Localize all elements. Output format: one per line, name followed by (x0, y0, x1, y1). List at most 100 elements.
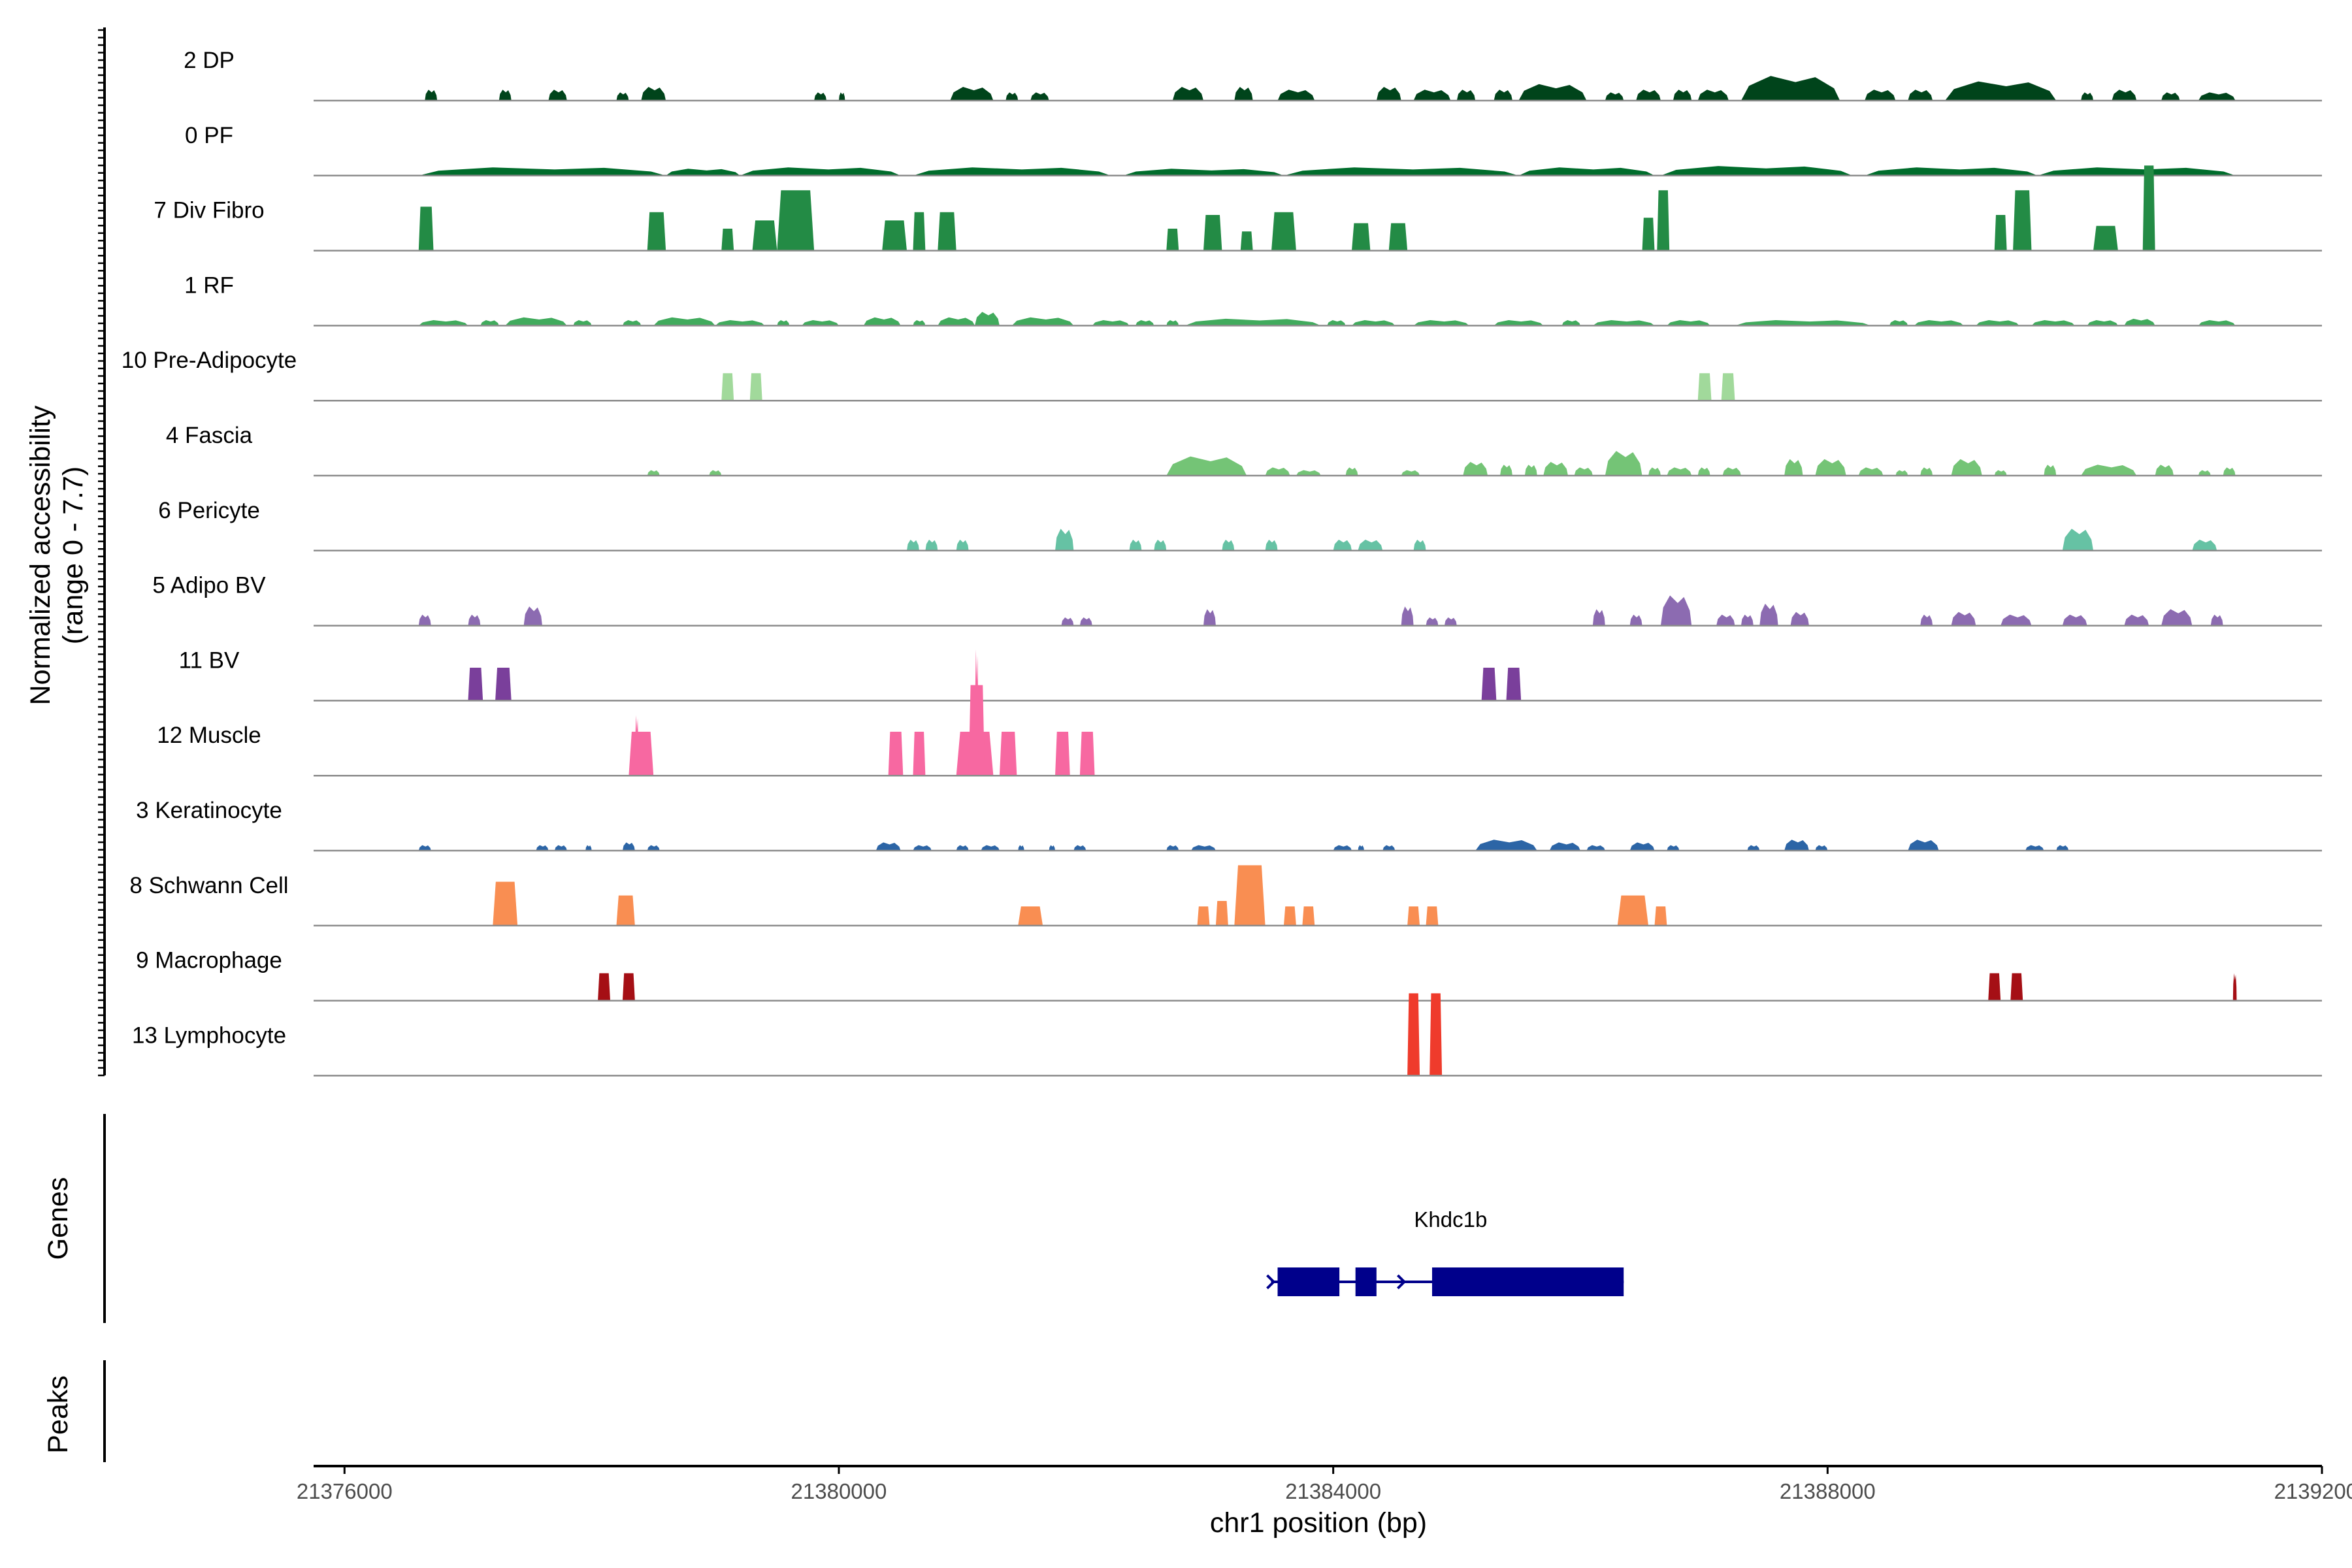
coverage-peak (1352, 320, 1396, 326)
coverage-peak (1283, 167, 1519, 176)
coverage-peak (1426, 906, 1439, 926)
coverage-peak (1920, 467, 1933, 476)
coverage-peak (1747, 845, 1760, 851)
coverage-peak (622, 973, 635, 1001)
coverage-peak (1302, 906, 1315, 926)
track-13-lymphocyte: 13 Lymphocyte (132, 993, 2322, 1077)
coverage-peak (1283, 906, 1296, 926)
coverage-peak (1191, 845, 1216, 851)
coverage-peak (1518, 84, 1587, 101)
coverage-peak (981, 845, 1000, 851)
coverage-peak (2161, 92, 2180, 101)
coverage-peak (1592, 320, 1655, 326)
coverage-peak (1592, 609, 1605, 626)
coverage-peak (1061, 617, 1074, 626)
coverage-peak (950, 87, 994, 101)
coverage-peak (1234, 87, 1253, 101)
coverage-peak (647, 212, 666, 251)
x-tick-label: 21388000 (1780, 1479, 1876, 1503)
coverage-peak (752, 220, 777, 251)
coverage-peak (715, 320, 765, 326)
track-label: 12 Muscle (157, 723, 261, 748)
coverage-peak (548, 90, 567, 101)
coverage-peak (418, 614, 431, 626)
coverage-peak (2013, 190, 2032, 251)
coverage-peak (1358, 540, 1383, 551)
coverage-peak (1265, 540, 1278, 551)
coverage-peak (1586, 845, 1605, 851)
genes-panel: Genes Khdc1b (42, 1114, 1624, 1323)
gene-label: Khdc1b (1414, 1207, 1487, 1232)
coverage-peak (2025, 845, 2044, 851)
coverage-peak (1388, 223, 1408, 251)
coverage-peak (1574, 467, 1593, 476)
track-label: 3 Keratinocyte (136, 798, 282, 823)
coverage-peak (2124, 614, 2149, 626)
coverage-peak (2161, 609, 2193, 626)
coverage-peak (1055, 732, 1070, 776)
coverage-peak (666, 169, 740, 176)
coverage-peak (1345, 467, 1358, 476)
coverage-peak (2198, 92, 2236, 101)
coverage-peak (1407, 993, 1420, 1076)
strand-arrow-icon (1397, 1274, 1407, 1290)
coverage-peak (1657, 190, 1670, 251)
coverage-peak (1629, 842, 1655, 851)
coverage-peak (622, 320, 642, 326)
coverage-peak (1673, 90, 1692, 101)
peaks-panel-label: Peaks (42, 1375, 74, 1454)
coverage-peak (573, 320, 592, 326)
coverage-peak (1172, 87, 1204, 101)
y-axis-title-line1: Normalized accessibility (25, 405, 56, 705)
coverage-peak (1994, 470, 2007, 476)
coverage-peak (498, 90, 512, 101)
coverage-peak (2155, 465, 2174, 476)
coverage-peak (418, 845, 431, 851)
coverage-peak (1735, 320, 1871, 326)
coverage-peak (1222, 540, 1235, 551)
y-axis (98, 27, 106, 1077)
coverage-peak (2062, 529, 2094, 551)
gene-model (1266, 1267, 1624, 1296)
coverage-peak (740, 167, 901, 176)
coverage-peak (1079, 732, 1095, 776)
coverage-peak (1976, 320, 2019, 326)
coverage-peak (814, 92, 827, 101)
coverage-peak (1667, 467, 1692, 476)
coverage-peak (1166, 845, 1179, 851)
coverage-peak (1945, 81, 2057, 101)
coverage-peak (1722, 467, 1741, 476)
coverage-peak (1865, 167, 2038, 176)
coverage-peak (1494, 320, 1544, 326)
coverage-peak (1401, 606, 1414, 626)
coverage-peak (468, 614, 481, 626)
coverage-peak (1895, 470, 1908, 476)
coverage-peak (913, 320, 926, 326)
coverage-peak (1475, 840, 1537, 851)
coverage-peak (1815, 845, 1828, 851)
coverage-peak (1648, 467, 1661, 476)
coverage-peak (1784, 459, 1803, 476)
gene-exon (1431, 1267, 1624, 1296)
x-axis: 21376000 21380000 21384000 21388000 21392000 (297, 1465, 2352, 1503)
coverage-peak (1203, 609, 1216, 626)
coverage-peak (709, 470, 722, 476)
coverage-peak (1197, 906, 1210, 926)
coverage-peak (1079, 617, 1092, 626)
gene-exon (1277, 1267, 1340, 1296)
coverage-peak (1135, 320, 1154, 326)
coverage-peak (480, 320, 499, 326)
coverage-peak (1815, 459, 1846, 476)
coverage-peak (1407, 906, 1420, 926)
coverage-peak (1240, 231, 1253, 251)
gene-exon (1355, 1267, 1377, 1296)
coverage-peak (1914, 320, 1964, 326)
track-11-bv: 11 BV (179, 647, 2322, 702)
coverage-peak (2192, 540, 2217, 551)
coverage-peak (1234, 865, 1266, 926)
coverage-peak (1629, 614, 1642, 626)
coverage-peak (938, 317, 975, 326)
coverage-peak (1697, 90, 1729, 101)
coverage-peak (1790, 612, 1809, 626)
